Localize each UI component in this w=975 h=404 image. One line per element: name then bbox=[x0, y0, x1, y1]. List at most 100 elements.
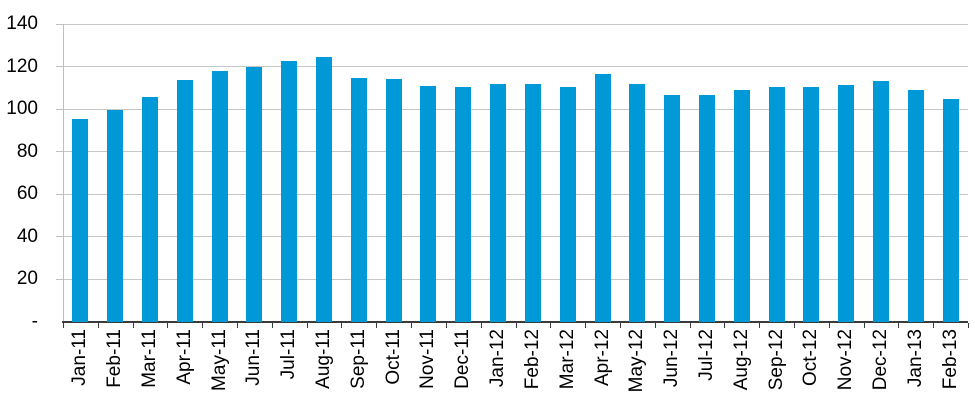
x-axis-label: Jan-12 bbox=[480, 329, 516, 403]
x-axis-tick bbox=[585, 323, 587, 328]
y-axis-label: 60 bbox=[16, 183, 38, 205]
y-axis-label: 40 bbox=[16, 225, 38, 247]
x-axis-tick bbox=[550, 323, 552, 328]
bar-sep-12[interactable] bbox=[768, 86, 785, 322]
bar-oct-11[interactable] bbox=[385, 79, 402, 322]
bar-jul-11[interactable] bbox=[281, 61, 298, 322]
x-axis-label-text: Nov-11 bbox=[417, 329, 439, 389]
bar-mar-11[interactable] bbox=[142, 97, 159, 322]
y-axis-label: 80 bbox=[16, 140, 38, 162]
bar-apr-11[interactable] bbox=[176, 80, 193, 322]
bar-aug-12[interactable] bbox=[733, 89, 750, 322]
bar-nov-11[interactable] bbox=[420, 85, 437, 322]
x-axis-label: Nov-12 bbox=[828, 329, 864, 403]
bar-jan-12[interactable] bbox=[490, 83, 507, 322]
bar-oct-12[interactable] bbox=[803, 86, 820, 322]
x-axis-tick bbox=[619, 323, 621, 328]
x-axis-label: Jan-13 bbox=[898, 329, 934, 403]
y-axis-label: 120 bbox=[6, 55, 38, 77]
gridline bbox=[63, 151, 968, 153]
gridline bbox=[63, 278, 968, 280]
x-axis-label-text: Apr-12 bbox=[591, 329, 613, 387]
bar-jan-11[interactable] bbox=[72, 118, 89, 322]
bar-nov-12[interactable] bbox=[838, 84, 855, 322]
x-axis-label-text: Oct-11 bbox=[382, 329, 404, 385]
x-axis-label-text: May-11 bbox=[208, 329, 230, 391]
x-axis-label-text: May-12 bbox=[626, 329, 648, 393]
gridline bbox=[63, 236, 968, 238]
x-axis-tick bbox=[759, 323, 761, 328]
bar-dec-11[interactable] bbox=[455, 86, 472, 322]
x-axis-label-text: Dec-11 bbox=[452, 329, 474, 389]
x-axis-label-text: Nov-12 bbox=[835, 329, 857, 391]
bar-jun-11[interactable] bbox=[246, 66, 263, 322]
x-axis-label: Jun-12 bbox=[654, 329, 690, 403]
bar-may-11[interactable] bbox=[211, 70, 228, 322]
bar-dec-12[interactable] bbox=[872, 81, 889, 322]
x-axis-label: Aug-12 bbox=[724, 329, 760, 403]
y-axis-tick bbox=[56, 236, 63, 238]
y-axis-label: 100 bbox=[6, 98, 38, 120]
y-axis-tick bbox=[56, 151, 63, 153]
x-axis-tick bbox=[306, 323, 308, 328]
x-axis-label: Mar-11 bbox=[132, 329, 168, 403]
y-axis-label: 20 bbox=[16, 268, 38, 290]
x-axis-label: Dec-12 bbox=[863, 329, 899, 403]
bar-feb-11[interactable] bbox=[107, 110, 124, 322]
bar-jul-12[interactable] bbox=[698, 95, 715, 322]
gridline bbox=[63, 108, 968, 110]
x-axis-label-text: Mar-12 bbox=[556, 329, 578, 390]
x-axis-label-text: Oct-12 bbox=[800, 329, 822, 387]
x-axis-tick bbox=[167, 323, 169, 328]
x-axis-label: Nov-11 bbox=[410, 329, 446, 403]
gridline bbox=[63, 23, 968, 25]
x-axis-tick bbox=[898, 323, 900, 328]
x-axis-label: Jul-12 bbox=[689, 329, 725, 403]
x-axis-label-text: Jan-11 bbox=[69, 329, 91, 386]
bar-feb-12[interactable] bbox=[524, 83, 541, 322]
y-axis-tick bbox=[56, 278, 63, 280]
x-axis-label-text: Jan-12 bbox=[487, 329, 509, 388]
x-axis-tick bbox=[724, 323, 726, 328]
x-axis-tick bbox=[863, 323, 865, 328]
y-axis bbox=[63, 24, 64, 322]
x-axis-label-text: Mar-11 bbox=[139, 329, 161, 388]
x-axis-tick bbox=[828, 323, 830, 328]
x-axis-tick bbox=[654, 323, 656, 328]
x-axis-label: Apr-12 bbox=[585, 329, 621, 403]
x-axis-label-text: Jun-11 bbox=[243, 329, 265, 386]
x-axis-label-text: Feb-13 bbox=[939, 329, 961, 390]
x-axis-label: Sep-11 bbox=[341, 329, 377, 403]
x-axis-label: May-11 bbox=[202, 329, 238, 403]
x-axis-tick bbox=[271, 323, 273, 328]
x-axis-tick bbox=[63, 323, 64, 328]
bar-jan-13[interactable] bbox=[907, 89, 924, 322]
bar-aug-11[interactable] bbox=[316, 56, 333, 322]
x-axis-label: Oct-12 bbox=[793, 329, 829, 403]
x-axis-tick bbox=[376, 323, 378, 328]
x-axis-label: Aug-11 bbox=[306, 329, 342, 403]
x-axis-label: Apr-11 bbox=[167, 329, 203, 403]
bar-feb-13[interactable] bbox=[942, 98, 959, 322]
y-axis-label: 140 bbox=[6, 13, 38, 34]
x-axis-label-text: Aug-12 bbox=[730, 329, 752, 391]
bar-apr-12[interactable] bbox=[594, 74, 611, 322]
x-axis-label: Mar-12 bbox=[550, 329, 586, 403]
bar-sep-11[interactable] bbox=[350, 78, 367, 322]
x-axis-label-text: Jul-11 bbox=[278, 329, 300, 380]
x-axis-tick bbox=[515, 323, 517, 328]
x-axis-tick bbox=[132, 323, 134, 328]
x-axis-label: Feb-12 bbox=[515, 329, 551, 403]
x-axis-label-text: Jan-13 bbox=[904, 329, 926, 388]
bar-may-12[interactable] bbox=[629, 83, 646, 322]
y-axis-tick bbox=[56, 193, 63, 195]
y-axis-tick bbox=[56, 108, 63, 110]
x-axis-label: Dec-11 bbox=[445, 329, 481, 403]
x-axis-tick bbox=[97, 323, 99, 328]
x-axis-tick bbox=[480, 323, 482, 328]
bar-jun-12[interactable] bbox=[664, 95, 681, 322]
bar-mar-12[interactable] bbox=[559, 86, 576, 322]
gridline bbox=[63, 66, 968, 68]
y-axis-tick bbox=[56, 66, 63, 68]
